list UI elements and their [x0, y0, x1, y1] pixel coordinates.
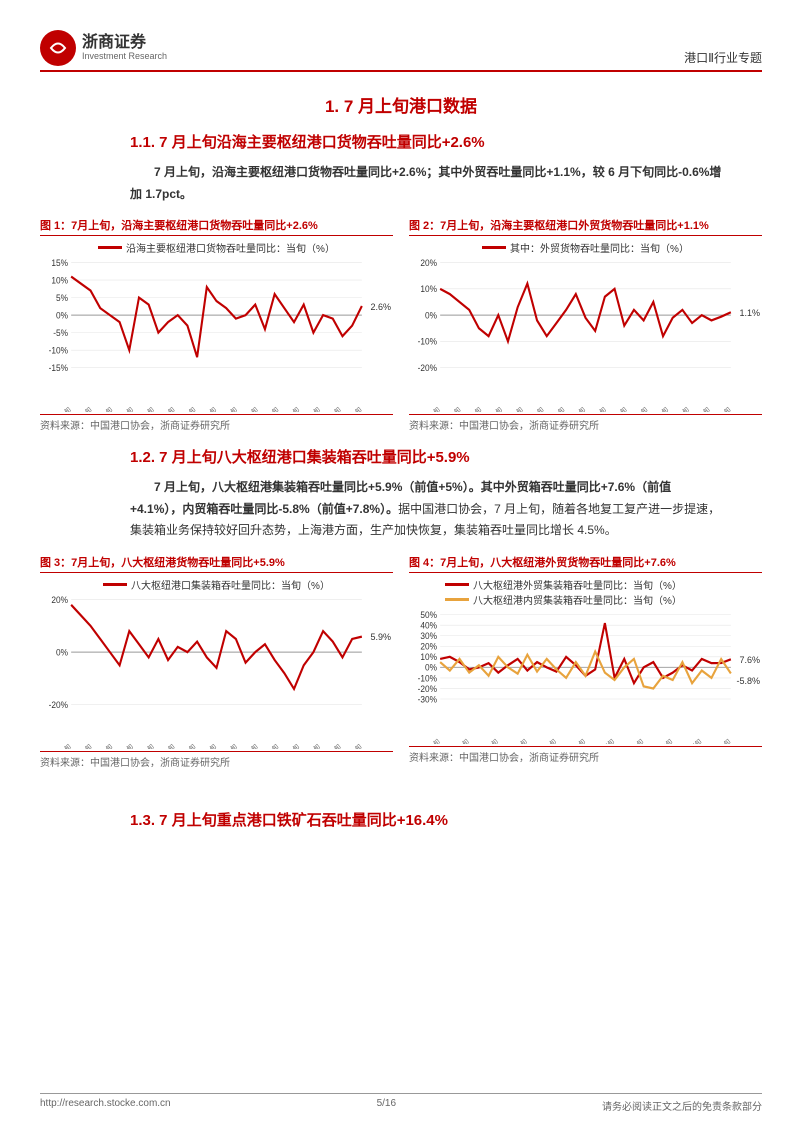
legend-text: 沿海主要枢纽港口货物吞吐量同比：当旬（%）	[126, 240, 335, 255]
header: 浙商证券 Investment Research 港口Ⅱ行业专题	[40, 30, 762, 72]
svg-text:20%: 20%	[51, 595, 68, 605]
svg-text:-20%: -20%	[49, 700, 69, 710]
chart-3-legend: 八大枢纽港口集装箱吞吐量同比：当旬（%）	[40, 577, 393, 592]
legend-swatch	[98, 246, 122, 249]
section-1-title: 1. 7 月上旬港口数据	[40, 92, 762, 117]
chart-1: 图 1：7月上旬，沿海主要枢纽港口货物吞吐量同比+2.6% 沿海主要枢纽港口货物…	[40, 217, 393, 432]
section-1-2-title: 1.2. 7 月上旬八大枢纽港口集装箱吞吐量同比+5.9%	[40, 446, 762, 467]
legend-swatch	[445, 583, 469, 586]
chart-4-end-label-1: 7.6%	[739, 655, 760, 665]
logo-icon	[40, 30, 76, 66]
svg-text:2021-08-中旬: 2021-08-中旬	[467, 736, 500, 744]
logo-text-en: Investment Research	[82, 52, 167, 62]
svg-text:15%: 15%	[51, 258, 68, 268]
svg-text:-20%: -20%	[418, 683, 438, 693]
chart-1-legend: 沿海主要枢纽港口货物吞吐量同比：当旬（%）	[40, 240, 393, 255]
svg-text:2021-12-上旬: 2021-12-上旬	[554, 736, 587, 744]
svg-text:-20%: -20%	[418, 363, 438, 373]
svg-text:-10%: -10%	[418, 337, 438, 347]
svg-text:2021-05-上旬: 2021-05-上旬	[40, 742, 73, 749]
legend-swatch	[103, 583, 127, 586]
footer-page: 5/16	[377, 1098, 396, 1113]
svg-text:40%: 40%	[420, 620, 437, 630]
svg-text:2022-05-下旬: 2022-05-下旬	[671, 736, 704, 744]
svg-text:10%: 10%	[51, 275, 68, 285]
chart-3-title: 图 3：7月上旬，八大枢纽港货物吞吐量同比+5.9%	[40, 554, 393, 573]
svg-text:2022-04-中旬: 2022-04-中旬	[642, 736, 675, 744]
chart-4-end-label-2: -5.8%	[736, 676, 760, 686]
svg-text:20%: 20%	[420, 258, 437, 268]
svg-text:10%: 10%	[420, 284, 437, 294]
footer-url: http://research.stocke.com.cn	[40, 1098, 171, 1113]
chart-2-legend: 其中：外贸货物吞吐量同比：当旬（%）	[409, 240, 762, 255]
chart-2-title: 图 2：7月上旬，沿海主要枢纽港口外贸货物吞吐量同比+1.1%	[409, 217, 762, 236]
doc-type-label: 港口Ⅱ行业专题	[684, 49, 762, 66]
svg-text:2021-05-上旬: 2021-05-上旬	[40, 405, 73, 412]
legend-swatch	[445, 598, 469, 601]
svg-text:50%: 50%	[420, 610, 437, 620]
chart-3-canvas: -20%0%20%2021-05-上旬2021-06-上旬2021-07-上旬2…	[40, 594, 393, 749]
svg-text:2021-09-上旬: 2021-09-上旬	[496, 736, 529, 744]
chart-2-canvas: -20%-10%0%10%20%2021-05-上旬2021-06-上旬2021…	[409, 257, 762, 412]
legend-text: 八大枢纽港外贸集装箱吞吐量同比：当旬（%）	[473, 577, 682, 592]
chart-1-end-label: 2.6%	[370, 302, 391, 312]
chart-2-source: 资料来源：中国港口协会，浙商证券研究所	[409, 414, 762, 432]
chart-3-source: 资料来源：中国港口协会，浙商证券研究所	[40, 751, 393, 769]
chart-4-title: 图 4：7月上旬，八大枢纽港外贸货物吞吐量同比+7.6%	[409, 554, 762, 573]
svg-text:10%: 10%	[420, 652, 437, 662]
footer: http://research.stocke.com.cn 5/16 请务必阅读…	[40, 1093, 762, 1113]
section-1-1-title: 1.1. 7 月上旬沿海主要枢纽港口货物吞吐量同比+2.6%	[40, 131, 762, 152]
svg-text:-10%: -10%	[49, 345, 69, 355]
legend-text: 八大枢纽港内贸集装箱吞吐量同比：当旬（%）	[473, 592, 682, 607]
logo-text-cn: 浙商证券	[82, 34, 167, 52]
svg-text:-10%: -10%	[418, 673, 438, 683]
svg-text:2022-03-上旬: 2022-03-上旬	[612, 736, 645, 744]
svg-text:0%: 0%	[425, 662, 437, 672]
chart-4-legend: 八大枢纽港外贸集装箱吞吐量同比：当旬（%） 八大枢纽港内贸集装箱吞吐量同比：当旬…	[409, 577, 762, 607]
svg-text:5%: 5%	[56, 293, 68, 303]
svg-text:2022-07-上旬: 2022-07-上旬	[700, 736, 733, 744]
charts-row-2: 图 3：7月上旬，八大枢纽港货物吞吐量同比+5.9% 八大枢纽港口集装箱吞吐量同…	[40, 554, 762, 769]
svg-text:0%: 0%	[56, 310, 68, 320]
section-1-2-body: 7 月上旬，八大枢纽港集装箱吞吐量同比+5.9%（前值+5%）。其中外贸箱吞吐量…	[130, 477, 722, 542]
svg-text:2021-11-上旬: 2021-11-上旬	[526, 736, 559, 744]
svg-text:0%: 0%	[425, 310, 437, 320]
svg-text:2021-05-上旬: 2021-05-上旬	[409, 405, 442, 412]
footer-disclaimer: 请务必阅读正文之后的免责条款部分	[602, 1098, 762, 1113]
chart-4-source: 资料来源：中国港口协会，浙商证券研究所	[409, 746, 762, 764]
chart-4: 图 4：7月上旬，八大枢纽港外贸货物吞吐量同比+7.6% 八大枢纽港外贸集装箱吞…	[409, 554, 762, 769]
chart-2-end-label: 1.1%	[739, 308, 760, 318]
svg-text:2021-07-上旬: 2021-07-上旬	[438, 736, 471, 744]
chart-4-canvas: -30%-20%-10%0%10%20%30%40%50%2021-05-上旬2…	[409, 609, 762, 744]
svg-text:2021-05-上旬: 2021-05-上旬	[409, 736, 442, 744]
chart-1-source: 资料来源：中国港口协会，浙商证券研究所	[40, 414, 393, 432]
charts-row-1: 图 1：7月上旬，沿海主要枢纽港口货物吞吐量同比+2.6% 沿海主要枢纽港口货物…	[40, 217, 762, 432]
chart-3: 图 3：7月上旬，八大枢纽港货物吞吐量同比+5.9% 八大枢纽港口集装箱吞吐量同…	[40, 554, 393, 769]
svg-text:30%: 30%	[420, 631, 437, 641]
chart-3-end-label: 5.9%	[370, 632, 391, 642]
legend-text: 其中：外贸货物吞吐量同比：当旬（%）	[510, 240, 689, 255]
svg-text:-30%: -30%	[418, 694, 438, 704]
logo-area: 浙商证券 Investment Research	[40, 30, 167, 66]
svg-text:-5%: -5%	[53, 328, 68, 338]
svg-text:-15%: -15%	[49, 363, 69, 373]
svg-text:20%: 20%	[420, 641, 437, 651]
section-1-3-title: 1.3. 7 月上旬重点港口铁矿石吞吐量同比+16.4%	[40, 809, 762, 830]
chart-2: 图 2：7月上旬，沿海主要枢纽港口外贸货物吞吐量同比+1.1% 其中：外贸货物吞…	[409, 217, 762, 432]
legend-swatch	[482, 246, 506, 249]
body-bold: 7 月上旬，沿海主要枢纽港口货物吞吐量同比+2.6%；其中外贸吞吐量同比+1.1…	[130, 165, 721, 201]
svg-text:2022-01-下旬: 2022-01-下旬	[583, 736, 616, 744]
chart-1-canvas: -15%-10%-5%0%5%10%15%2021-05-上旬2021-06-上…	[40, 257, 393, 412]
svg-text:0%: 0%	[56, 647, 68, 657]
section-1-1-body: 7 月上旬，沿海主要枢纽港口货物吞吐量同比+2.6%；其中外贸吞吐量同比+1.1…	[130, 162, 722, 205]
chart-1-title: 图 1：7月上旬，沿海主要枢纽港口货物吞吐量同比+2.6%	[40, 217, 393, 236]
legend-text: 八大枢纽港口集装箱吞吐量同比：当旬（%）	[131, 577, 330, 592]
